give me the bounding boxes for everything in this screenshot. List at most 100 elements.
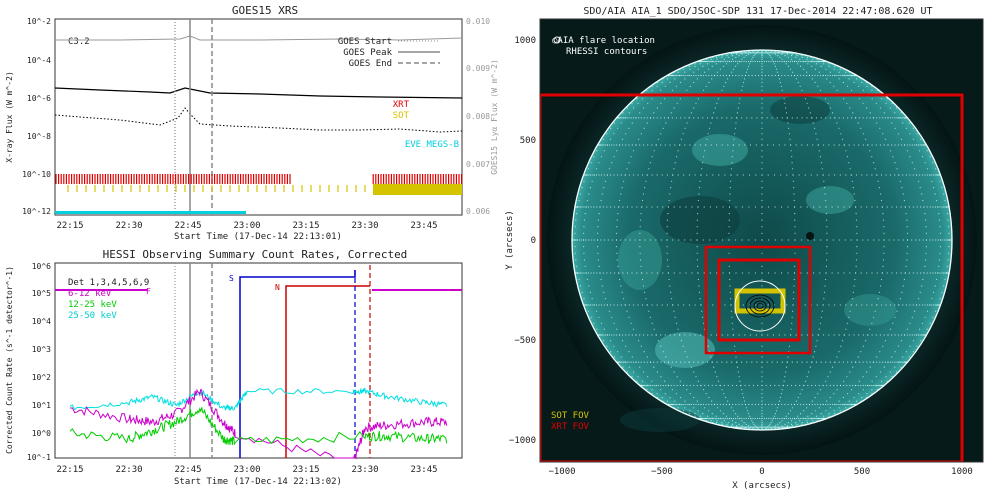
grid-dot — [741, 403, 743, 406]
grid-dot — [807, 384, 809, 387]
grid-dot — [854, 199, 856, 202]
grid-dot — [845, 174, 847, 176]
grid-dot — [939, 226, 941, 228]
grid-dot — [857, 384, 859, 387]
grid-dot — [866, 174, 868, 176]
grid-dot — [708, 417, 711, 420]
grid-dot — [845, 304, 847, 306]
grid-dot — [810, 56, 812, 59]
grid-dot — [728, 417, 731, 420]
grid-dot — [703, 60, 705, 63]
grid-dot — [926, 304, 929, 306]
hessi-ytick: 10^6 — [32, 262, 51, 271]
grid-dot — [848, 400, 850, 402]
grid-dot — [574, 232, 576, 234]
grid-dot — [602, 340, 604, 342]
hessi-detectors: Det 1,3,4,5,6,9 — [68, 278, 149, 288]
grid-dot — [743, 422, 745, 424]
grid-dot — [722, 272, 724, 274]
grid-dot — [794, 219, 796, 221]
grid-dot — [705, 393, 707, 395]
grid-dot — [617, 265, 619, 267]
grid-dot — [722, 74, 725, 77]
grid-dot — [737, 415, 739, 417]
grid-dot — [679, 403, 681, 406]
grid-dot — [814, 384, 817, 387]
grid-dot — [811, 117, 813, 119]
grid-dot — [590, 272, 592, 274]
grid-dot — [728, 219, 730, 221]
grid-dot — [673, 107, 675, 109]
grid-dot — [736, 53, 738, 55]
goes-y-ticks: 10^-2 10^-4 10^-6 10^-8 10^-10 10^-12 — [22, 17, 51, 216]
grid-dot — [620, 112, 622, 114]
grid-dot — [950, 259, 952, 261]
grid-dot — [601, 285, 603, 287]
grid-dot — [702, 60, 704, 63]
grid-dot — [789, 60, 792, 63]
grid-dot — [730, 174, 732, 176]
grid-dot — [573, 265, 575, 267]
grid-dot — [673, 71, 675, 73]
grid-dot — [767, 334, 769, 336]
grid-dot — [649, 162, 652, 164]
grid-dot — [807, 55, 809, 57]
goes-ylabel-right: GOES15 Lyα Flux (W m^-2) — [490, 59, 499, 175]
grid-dot — [745, 55, 747, 57]
grid-dot — [731, 117, 733, 119]
grid-dot — [709, 272, 712, 274]
grid-dot — [704, 60, 706, 63]
grid-dot — [643, 371, 645, 373]
grid-dot — [773, 426, 776, 428]
grid-dot — [860, 78, 862, 80]
grid-dot — [610, 138, 612, 140]
grid-dot — [908, 356, 911, 358]
grid-dot — [677, 150, 679, 152]
grid-dot — [642, 285, 645, 287]
grid-dot — [939, 246, 942, 248]
grid-dot — [866, 393, 868, 395]
goes-title: GOES15 XRS — [232, 4, 298, 17]
grid-dot — [781, 239, 783, 241]
grid-dot — [716, 403, 719, 406]
grid-dot — [838, 407, 840, 409]
grid-dot — [697, 410, 699, 412]
grid-dot — [871, 89, 873, 91]
grid-dot — [739, 60, 741, 63]
grid-dot — [615, 361, 618, 363]
grid-dot — [814, 127, 816, 129]
legend-goes-end: GOES End — [349, 59, 392, 69]
goes-ylabel: X-ray Flux (W m^-2) — [5, 71, 14, 163]
grid-dot — [705, 74, 707, 77]
grid-dot — [752, 56, 754, 59]
grid-dot — [679, 74, 681, 77]
grid-dot — [732, 417, 735, 420]
grid-dot — [889, 304, 892, 306]
grid-dot — [580, 298, 582, 300]
goes-xtick: 23:30 — [351, 221, 378, 231]
grid-dot — [694, 334, 696, 336]
grid-dot — [606, 304, 609, 306]
grid-dot — [722, 53, 724, 55]
grid-dot — [688, 304, 691, 306]
grid-dot — [798, 174, 800, 176]
grid-dot — [769, 426, 771, 428]
grid-dot — [662, 351, 664, 353]
grid-dot — [811, 65, 813, 67]
grid-dot — [784, 55, 786, 57]
grid-dot — [575, 219, 577, 221]
grid-dot — [604, 180, 607, 182]
grid-dot — [754, 426, 756, 428]
grid-dot — [789, 417, 792, 420]
grid-dot — [761, 265, 763, 267]
grid-dot — [932, 206, 934, 208]
grid-dot — [797, 417, 799, 420]
grid-dot — [737, 107, 739, 109]
grid-dot — [634, 380, 636, 382]
grid-dot — [819, 389, 822, 391]
grid-dot — [776, 117, 778, 119]
grid-dot — [774, 53, 777, 55]
grid-dot — [810, 174, 812, 176]
grid-dot — [708, 74, 710, 77]
